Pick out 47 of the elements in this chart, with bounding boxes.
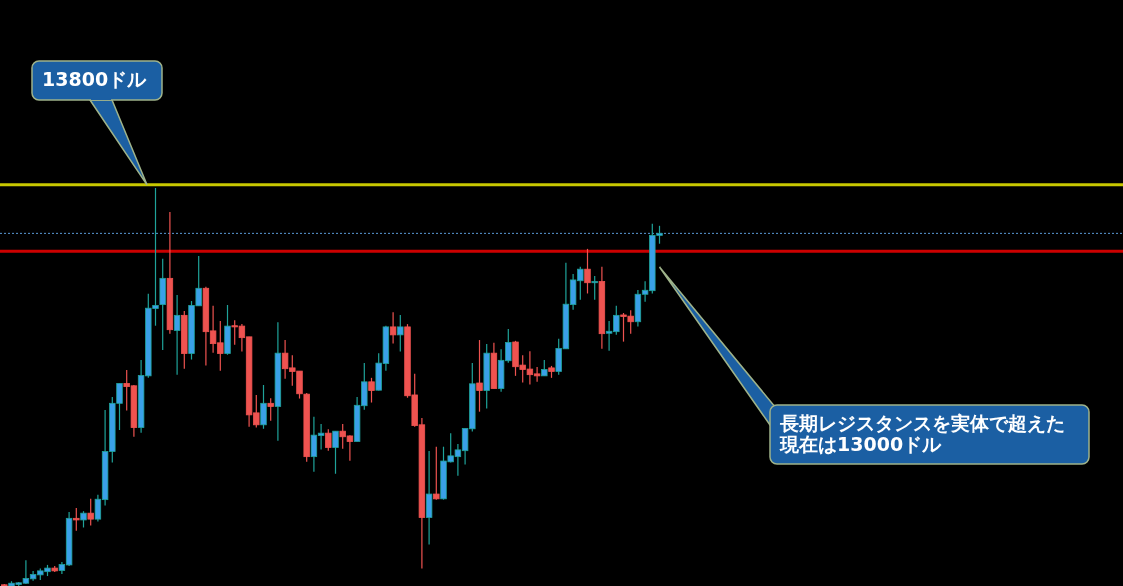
candlestick	[584, 248, 591, 295]
candlestick	[123, 369, 130, 412]
candlestick	[605, 320, 613, 352]
candlestick	[476, 339, 483, 413]
candlestick	[461, 427, 469, 466]
candlestick	[555, 338, 562, 376]
candlestick	[433, 446, 440, 501]
candlestick	[397, 314, 404, 353]
candlestick	[339, 423, 346, 450]
candlestick	[217, 320, 224, 372]
candlestick	[267, 397, 274, 422]
candlestick	[87, 498, 94, 527]
candlestick	[260, 384, 267, 430]
candlestick	[454, 443, 462, 477]
candlestick	[533, 366, 541, 383]
candlestick	[116, 382, 123, 431]
candlestick	[577, 266, 584, 301]
candlestick	[281, 339, 289, 380]
candlestick	[641, 280, 649, 303]
candlestick	[325, 428, 332, 452]
candlestick	[425, 450, 433, 546]
candlestick	[238, 323, 246, 353]
candlestick	[173, 294, 181, 376]
candlestick	[253, 394, 260, 429]
candlestick	[346, 434, 354, 462]
candlestick	[505, 328, 512, 364]
candlestick	[195, 255, 202, 307]
candlestick	[447, 432, 454, 464]
candlestick	[361, 362, 368, 411]
candlestick	[209, 305, 217, 354]
candlestick	[620, 312, 627, 343]
candlestick	[310, 416, 318, 473]
candlestick	[317, 423, 325, 451]
candlestick	[94, 494, 102, 523]
candlestick	[591, 275, 598, 301]
candlestick	[152, 187, 159, 327]
candlestick	[526, 350, 534, 386]
candlestick	[73, 507, 80, 532]
candlestick	[519, 354, 526, 384]
candlestick	[289, 354, 296, 387]
candlestick	[389, 311, 397, 345]
candlestick	[627, 309, 634, 335]
candlestick	[296, 370, 303, 400]
candlestick	[368, 377, 375, 404]
candlestick	[613, 305, 620, 336]
candlestick	[332, 430, 339, 475]
candlestick	[231, 319, 238, 346]
